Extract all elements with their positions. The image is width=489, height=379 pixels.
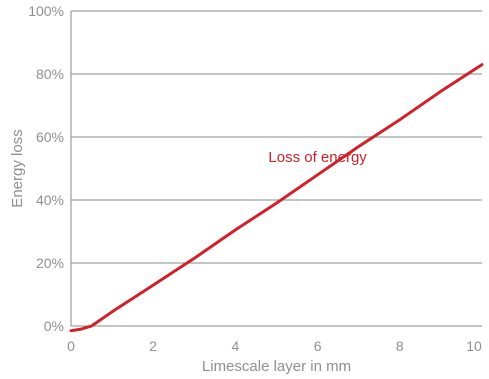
series-annotation: Loss of energy: [268, 149, 367, 166]
y-tick-label: 20%: [36, 255, 64, 271]
y-tick-label: 100%: [28, 3, 64, 19]
x-tick-label: 0: [67, 338, 75, 354]
x-axis-title: Limescale layer in mm: [202, 358, 351, 375]
x-tick-label: 10: [466, 338, 482, 354]
y-axis-title: Energy loss: [9, 129, 26, 207]
x-tick-label: 8: [396, 338, 404, 354]
grid-layer: [71, 10, 482, 264]
y-tick-label: 80%: [36, 66, 64, 82]
y-tick-label: 0%: [44, 318, 64, 334]
x-tick-label: 2: [149, 338, 157, 354]
series-line-0: [69, 63, 484, 333]
y-tick-label: 60%: [36, 129, 64, 145]
y-tick-label: 40%: [36, 192, 64, 208]
x-tick-label: 4: [232, 338, 240, 354]
series-layer: [69, 63, 484, 333]
x-tick-label: 6: [314, 338, 322, 354]
label-layer: 0% 20% 40% 60% 80% 100% 0 2 4 6 8 10 Limescale layer…: [9, 3, 482, 375]
axis-layer: [70, 11, 482, 327]
